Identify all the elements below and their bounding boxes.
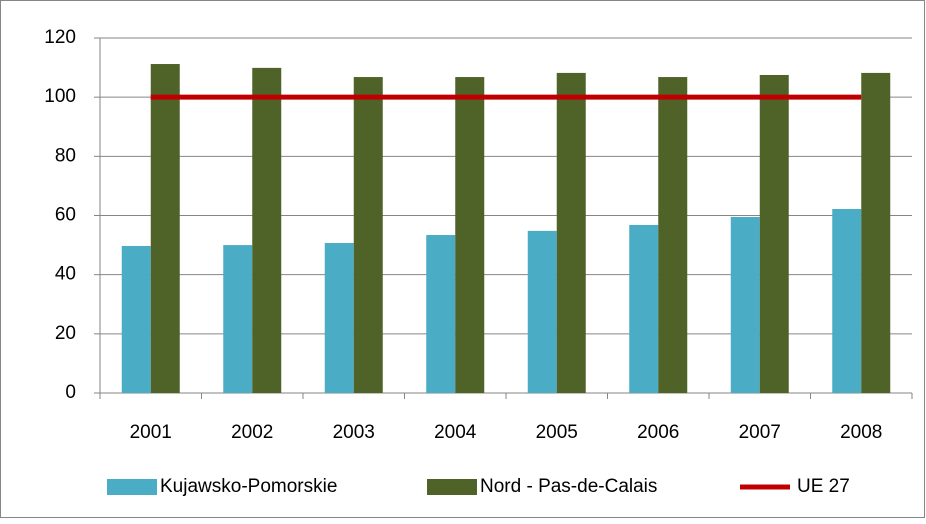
y-tick-label: 100 [44, 86, 76, 107]
bar [223, 245, 253, 393]
bar [324, 243, 354, 393]
x-tick-label: 2001 [130, 422, 172, 443]
y-tick-label: 80 [55, 145, 76, 166]
y-tick-label: 0 [65, 382, 76, 403]
bar [730, 216, 760, 393]
bar [629, 224, 659, 393]
y-tick-label: 120 [44, 27, 76, 48]
bar [353, 77, 383, 394]
x-tick-label: 2002 [231, 422, 273, 443]
bar [426, 235, 456, 393]
x-tick-label: 2003 [333, 422, 375, 443]
bar [455, 77, 485, 394]
x-tick-label: 2008 [840, 422, 882, 443]
bar [861, 72, 891, 394]
legend-label: Kujawsko-Pomorskie [160, 476, 337, 497]
x-tick-label: 2006 [637, 422, 679, 443]
x-tick-label: 2005 [536, 422, 578, 443]
x-tick-label: 2007 [739, 422, 781, 443]
bar [252, 67, 282, 394]
legend-label: UE 27 [797, 476, 850, 497]
bar [556, 72, 586, 394]
legend-swatch [427, 479, 477, 495]
bar [150, 64, 180, 394]
y-tick-label: 60 [55, 205, 76, 226]
legend-swatch [107, 479, 157, 495]
x-tick-label: 2004 [434, 422, 477, 443]
bar [759, 74, 789, 394]
bar [527, 230, 557, 393]
bar [121, 245, 151, 393]
y-tick-label: 40 [55, 264, 76, 285]
bar [658, 77, 688, 394]
legend-label: Nord - Pas-de-Calais [480, 476, 657, 497]
y-tick-label: 20 [55, 323, 76, 344]
bar [832, 208, 862, 393]
